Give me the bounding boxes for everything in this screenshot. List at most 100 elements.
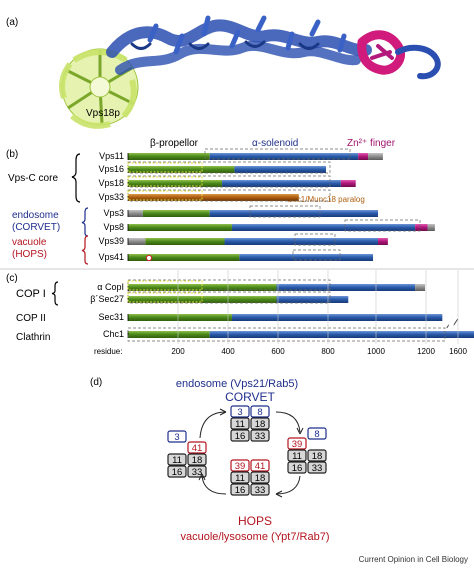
domain-segment [368,153,383,160]
endosome-title: endosome (Vps21/Rab5) [176,378,298,390]
axis-tick-label: 1600 [449,347,467,356]
subunit-11: 11 [235,419,245,430]
propeller-highlight [127,176,203,187]
hops-brace [81,235,89,265]
subunit-box [187,453,207,466]
copi-brace [51,281,59,306]
protein-name: Vps18 [98,178,124,188]
subunit-16: 16 [292,463,303,474]
subunit-11: 11 [172,455,182,466]
domain-segment [427,224,435,231]
credit: Current Opinion in Cell Biology [359,555,468,564]
vps-c-core-label: Vps-C core [8,173,58,184]
vacuole-label: vacuole [12,237,47,248]
domain-segment [209,331,474,338]
protein-name: Vps8 [103,222,124,232]
axis-break-gap [448,319,454,328]
subunit-18: 18 [192,455,203,466]
corvet-brace [81,207,89,237]
domain-segment [128,153,210,160]
sec1-paralog-note: Sec1/Munc18 paralog [287,195,365,204]
subunit-box [250,429,270,442]
subunit-8: 8 [314,429,319,440]
subunit-box [307,427,327,440]
protein-bar-vps41: Vps41 [98,252,374,262]
domain-segment [142,210,210,217]
dashed-region [294,233,336,246]
propeller-highlight [127,292,203,303]
subunit-18: 18 [255,419,266,430]
subunit-box [187,441,207,454]
subunit-box [287,461,307,474]
domain-segment [415,224,428,231]
panel-label-c: (c) [6,273,18,284]
panel-label-b: (b) [6,149,18,160]
subunit-box [307,461,327,474]
alpha-solenoid-domain [106,15,372,75]
hops-label: (HOPS) [12,249,47,260]
domain-segment [128,331,210,338]
subunit-box [307,449,327,462]
axis-tick-label: 1200 [417,347,435,356]
protein-bar--sec27: β´Sec27 [90,294,349,304]
protein-name: Chc1 [103,329,124,339]
subunit-box [230,471,250,484]
cycle-arrows [198,408,304,498]
subunit-11: 11 [292,451,302,462]
subunit-box [250,417,270,430]
protein-structure [59,15,441,129]
axis-label: residue: [94,347,122,356]
propeller-highlight [127,162,203,173]
protein-bar-vps11: Vps11 [99,151,383,161]
subunit-3: 3 [174,432,179,443]
copii-label: COP II [16,313,46,324]
subunit-box [167,453,187,466]
domain-segment [128,166,235,173]
protein-name: Vps3 [103,208,124,218]
subunit-box [230,459,250,472]
axis-tick-label: 200 [171,347,185,356]
domain-segment [128,224,232,231]
core-brace [71,153,81,203]
subunit-3: 3 [237,407,242,418]
axis-tick-label: 600 [271,347,285,356]
copi-label: COP I [16,288,46,300]
axis-tick-label: 800 [321,347,335,356]
domain-segment [340,180,356,187]
domain-segment [234,166,326,173]
subunit-box [287,437,307,450]
protein-name: Vps11 [99,151,124,161]
protein-name: Vps16 [98,164,124,174]
subunit-box [167,430,187,443]
vps18p-label: Vps18p [86,108,120,119]
vacuole-title: vacuole/lysosome (Ypt7/Rab7) [181,531,330,543]
subunit-33: 33 [255,485,266,496]
subunit-box [250,483,270,496]
vps41-marker [145,254,153,262]
domain-segment [276,284,416,291]
domain-segment [358,153,369,160]
domain-segment [128,238,146,245]
protein-name: Sec31 [98,312,124,322]
axis-tick-label: 1000 [367,347,385,356]
subunit-16: 16 [172,467,183,478]
protein-bar-vps33: Vps33 [98,192,299,202]
domain-segment [377,238,388,245]
subunit-box [250,459,270,472]
panel-label-a: (a) [6,17,18,28]
domain-segment [231,314,443,321]
hops-complex-label: HOPS [238,514,272,528]
clathrin-label: Clathrin [16,332,50,343]
domain-segment [128,180,223,187]
domain-segment [128,254,240,261]
subunit-box [230,429,250,442]
subunit-box [167,465,187,478]
subunit-18: 18 [312,451,323,462]
subunit-8: 8 [257,407,262,418]
subunit-box [287,449,307,462]
domain-segment [128,314,232,321]
arrow-to-top-left [199,411,227,439]
subunit-11: 11 [235,473,245,484]
